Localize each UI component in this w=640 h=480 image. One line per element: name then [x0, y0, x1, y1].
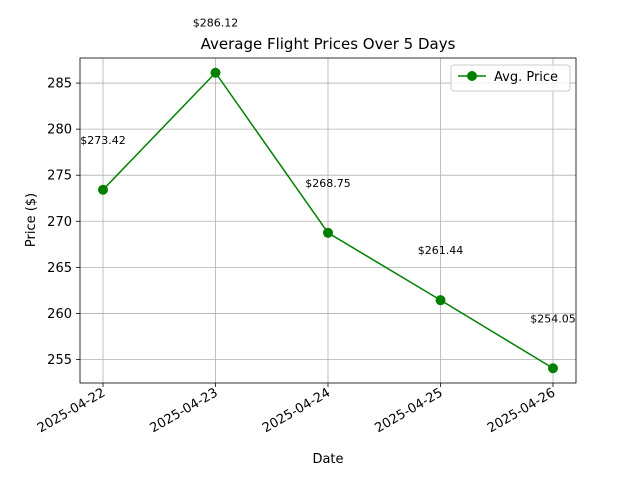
- y-tick-label: 275: [47, 169, 72, 184]
- data-point-label: $286.12: [193, 17, 239, 30]
- tick-layer: 2025-04-22 2025-04-23 2025-04-24 2025-04-25…: [35, 77, 558, 437]
- data-point-marker: [323, 227, 333, 238]
- data-point-label: $261.44: [418, 244, 464, 257]
- data-point-marker: [548, 363, 558, 374]
- x-axis-label: Date: [312, 452, 343, 467]
- y-tick-label: 285: [47, 77, 72, 92]
- y-tick-label: 270: [47, 215, 72, 230]
- series-marker-layer: [98, 67, 558, 374]
- data-point-marker: [210, 67, 221, 78]
- x-tick-label: 2025-04-23: [148, 385, 221, 436]
- data-point-label: $273.42: [80, 134, 126, 147]
- data-point-marker: [98, 184, 108, 195]
- data-label-layer: $273.42 $286.12 $268.75 $261.44 $254.05: [80, 17, 576, 326]
- x-tick-label: 2025-04-24: [260, 385, 333, 436]
- y-tick-label: 280: [47, 123, 72, 138]
- y-tick-label: 265: [47, 261, 72, 276]
- legend-frame: [450, 64, 571, 92]
- legend-marker-swatch: [467, 71, 477, 81]
- data-point-marker: [435, 295, 446, 306]
- legend: Avg. Price: [450, 64, 571, 92]
- data-point-label: $268.75: [305, 177, 351, 190]
- legend-label: Avg. Price: [494, 70, 558, 85]
- chart-title: Average Flight Prices Over 5 Days: [201, 35, 456, 53]
- grid-layer: [80, 58, 576, 383]
- y-axis-label: Price ($): [24, 193, 39, 247]
- y-tick-label: 255: [47, 353, 72, 368]
- x-tick-label: 2025-04-26: [485, 385, 558, 436]
- x-tick-label: 2025-04-22: [35, 385, 108, 436]
- x-tick-label: 2025-04-25: [373, 385, 446, 436]
- data-point-label: $254.05: [530, 312, 576, 325]
- y-tick-label: 260: [47, 307, 72, 322]
